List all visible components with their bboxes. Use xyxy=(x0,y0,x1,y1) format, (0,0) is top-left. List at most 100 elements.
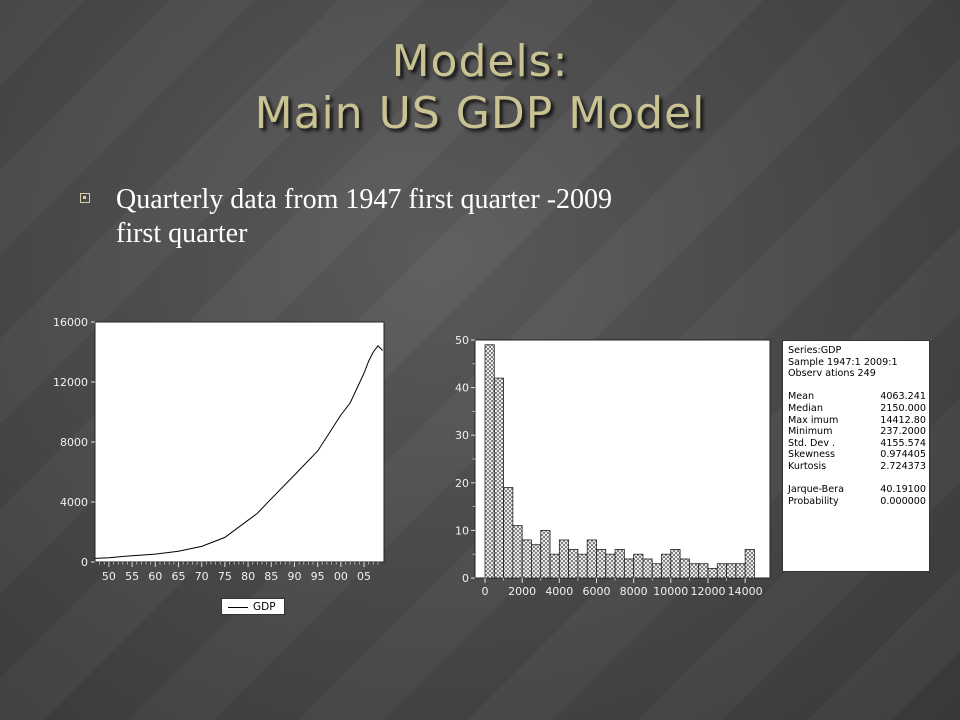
line-plot-area xyxy=(94,321,385,563)
histogram-bar xyxy=(688,563,700,579)
stats-row: Sample 1947:1 2009:1 xyxy=(788,357,926,369)
line-x-tick-label: 85 xyxy=(264,570,278,583)
stats-value: 40.19100 xyxy=(880,484,926,496)
hist-x-tick-label: 2000 xyxy=(508,585,536,598)
line-x-tick-label: 60 xyxy=(148,570,162,583)
hist-bars xyxy=(484,344,755,579)
stats-label: Series:GDP xyxy=(788,345,842,356)
line-x-tick-label: 50 xyxy=(102,570,116,583)
stats-value: 2150.000 xyxy=(880,402,926,414)
title-line-2: Main US GDP Model xyxy=(254,88,706,139)
histogram-bar xyxy=(661,553,672,579)
hist-x-tick-label: 0 xyxy=(482,585,489,598)
stats-label: Kurtosis xyxy=(788,460,827,472)
stats-label: Max imum xyxy=(788,414,839,426)
histogram-bar xyxy=(726,563,737,579)
stats-value: 4063.241 xyxy=(880,391,926,403)
hist-y-tick-label: 20 xyxy=(455,477,469,490)
hist-y-axis: 0 10 20 30 40 50 xyxy=(455,334,475,585)
stats-row: Mean 4063.241 xyxy=(788,391,926,403)
stats-label: Skewness xyxy=(788,449,836,461)
line-x-tick-label: 05 xyxy=(357,570,371,583)
bullet-item: Quarterly data from 1947 first quarter -… xyxy=(80,183,860,251)
gdp-histogram: 0 10 20 30 40 50 0 2000 4000 6000 8000 10000 12000 1… xyxy=(455,334,771,598)
histogram-bar xyxy=(716,563,727,579)
stats-label: Probability xyxy=(788,495,839,507)
histogram-bar xyxy=(540,529,551,579)
hist-x-tick-label: 6000 xyxy=(582,585,610,598)
histogram-bar xyxy=(503,487,514,579)
stats-row: Observ ations 249 xyxy=(788,368,926,380)
line-y-tick-label: 12000 xyxy=(53,376,88,389)
histogram-bar xyxy=(586,539,597,579)
stats-label: Jarque-Bera xyxy=(788,484,844,496)
stats-value: 14412.80 xyxy=(880,414,926,426)
histogram-bar xyxy=(642,558,653,579)
histogram-bar xyxy=(698,563,709,579)
title-line-1: Models: xyxy=(391,36,569,87)
gdp-line-chart: 0 4000 8000 12000 16000 50 55 60 65 70 75 80 85 90 95… xyxy=(53,316,385,583)
hist-y-tick-label: 40 xyxy=(455,382,469,395)
stats-value: 0.000000 xyxy=(880,495,926,507)
line-x-tick-label: 75 xyxy=(218,570,232,583)
stats-row: Jarque-Bera 40.19100 xyxy=(788,484,926,496)
stats-label: Mean xyxy=(788,391,815,403)
histogram-bar xyxy=(577,553,588,579)
hist-y-tick-label: 30 xyxy=(455,429,469,442)
hist-y-tick-label: 50 xyxy=(455,334,469,347)
hist-plot-area xyxy=(474,339,771,579)
stats-value: 4155.574 xyxy=(880,437,926,449)
histogram-bar xyxy=(679,558,690,579)
histogram-bar xyxy=(670,549,681,579)
bullet-text-line-1: Quarterly data from 1947 first quarter -… xyxy=(116,184,613,215)
hist-y-tick-label: 0 xyxy=(462,572,469,585)
line-x-tick-label: 90 xyxy=(287,570,301,583)
line-x-tick-label: 70 xyxy=(195,570,209,583)
line-x-axis: 50 55 60 65 70 75 80 85 90 95 00 05 xyxy=(99,562,379,583)
stats-spacer xyxy=(788,380,926,392)
histogram-bar xyxy=(558,539,570,579)
histogram-bar xyxy=(744,549,755,579)
histogram-bar xyxy=(531,544,542,579)
stats-row: Probability 0.000000 xyxy=(788,496,926,508)
histogram-bar xyxy=(568,549,579,579)
bullet-text-line-2: first quarter xyxy=(116,218,248,249)
histogram-bar xyxy=(596,549,607,579)
legend-line-swatch xyxy=(228,607,248,608)
square-bullet-icon xyxy=(80,193,90,203)
stats-label: Sample 1947:1 2009:1 xyxy=(788,356,898,368)
histogram-bar xyxy=(651,563,662,579)
stats-spacer xyxy=(788,473,926,485)
hist-x-axis: 0 2000 4000 6000 8000 10000 12000 14000 xyxy=(482,578,763,598)
hist-x-tick-label: 12000 xyxy=(690,585,725,598)
stats-row: Series:GDP xyxy=(788,345,926,357)
histogram-bar xyxy=(707,568,718,579)
bullet-text: Quarterly data from 1947 first quarter -… xyxy=(116,183,860,251)
slide-title: Models: Main US GDP Model xyxy=(0,36,960,140)
gdp-series-line xyxy=(94,345,383,559)
line-y-tick-label: 4000 xyxy=(60,496,88,509)
stats-row: Minimum 237.2000 xyxy=(788,426,926,438)
line-x-tick-label: 55 xyxy=(125,570,139,583)
stats-row: Max imum 14412.80 xyxy=(788,415,926,427)
line-y-axis: 0 4000 8000 12000 16000 xyxy=(53,316,95,569)
legend-label: GDP xyxy=(253,601,276,613)
stats-value: 237.2000 xyxy=(880,426,926,438)
stats-value: 2.724373 xyxy=(880,460,926,472)
line-y-tick-label: 16000 xyxy=(53,316,88,329)
line-x-tick-label: 95 xyxy=(311,570,325,583)
line-x-tick-label: 80 xyxy=(241,570,255,583)
hist-x-tick-label: 10000 xyxy=(653,585,688,598)
stats-label: Observ ations 249 xyxy=(788,368,876,380)
histogram-bar xyxy=(493,377,504,579)
summary-statistics-box: Series:GDP Sample 1947:1 2009:1 Observ ati… xyxy=(782,340,930,572)
stats-label: Median xyxy=(788,402,823,414)
hist-y-tick-label: 10 xyxy=(455,524,469,537)
hist-x-tick-label: 14000 xyxy=(728,585,763,598)
stats-row: Kurtosis 2.724373 xyxy=(788,461,926,473)
histogram-bar xyxy=(521,539,532,579)
histogram-bar xyxy=(549,553,560,579)
line-x-tick-label: 65 xyxy=(171,570,185,583)
stats-label: Minimum xyxy=(788,426,833,438)
stats-row: Skewness 0.974405 xyxy=(788,449,926,461)
